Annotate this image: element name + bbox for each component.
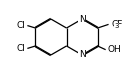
- Text: 3: 3: [114, 23, 118, 29]
- Text: OH: OH: [108, 45, 122, 54]
- Text: N: N: [79, 50, 85, 59]
- Text: Cl: Cl: [17, 21, 26, 30]
- Text: N: N: [79, 15, 85, 24]
- Text: CF: CF: [111, 20, 123, 29]
- Text: Cl: Cl: [17, 44, 26, 53]
